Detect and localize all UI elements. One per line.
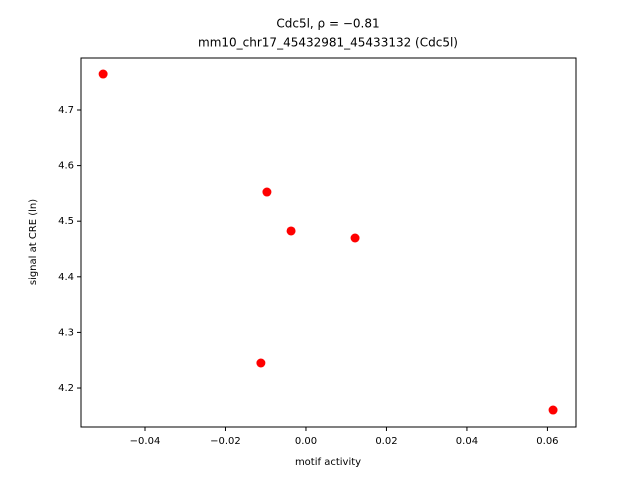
x-tick-label: 0.04 xyxy=(456,436,478,447)
x-tick-label: −0.04 xyxy=(130,436,161,447)
chart-title: Cdc5l, ρ = −0.81 xyxy=(276,17,379,31)
y-tick-label: 4.7 xyxy=(58,105,74,116)
chart-subtitle: mm10_chr17_45432981_45433132 (Cdc5l) xyxy=(198,36,458,50)
point xyxy=(262,187,272,197)
point xyxy=(256,358,266,368)
point xyxy=(350,233,360,243)
x-tick-label: 0.06 xyxy=(536,436,558,447)
x-axis-label: motif activity xyxy=(295,457,361,468)
y-tick-label: 4.6 xyxy=(58,161,74,172)
point xyxy=(548,405,558,415)
y-tick-label: 4.4 xyxy=(58,272,74,283)
y-tick-label: 4.2 xyxy=(58,383,74,394)
y-axis-label: signal at CRE (ln) xyxy=(28,199,39,285)
x-tick-label: 0.02 xyxy=(375,436,397,447)
point xyxy=(98,69,108,79)
y-tick-label: 4.3 xyxy=(58,327,74,338)
x-tick-label: −0.02 xyxy=(210,436,241,447)
x-tick-label: 0.00 xyxy=(295,436,317,447)
point xyxy=(286,226,296,236)
y-tick-label: 4.5 xyxy=(58,216,74,227)
plot-frame xyxy=(80,57,577,428)
